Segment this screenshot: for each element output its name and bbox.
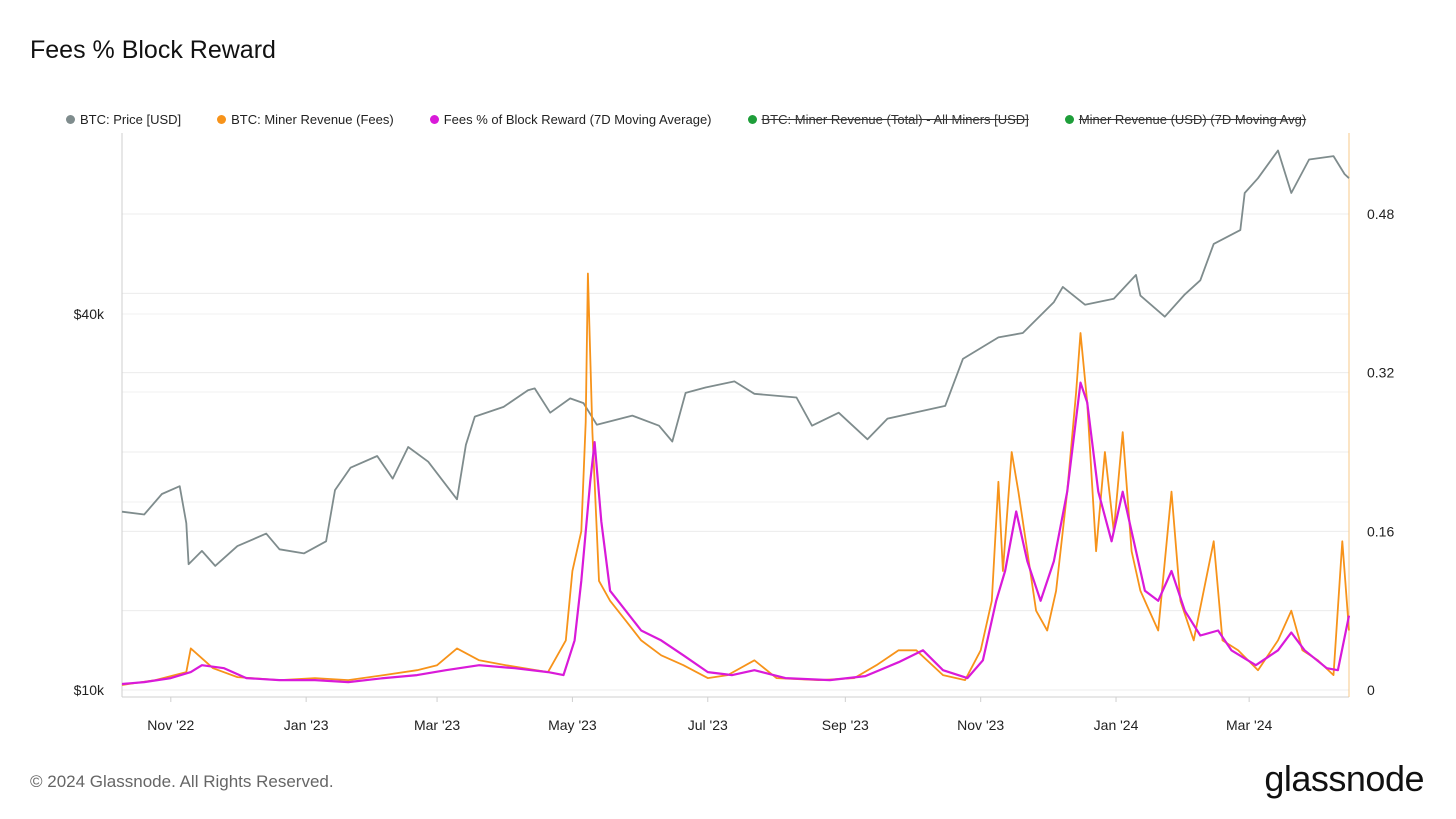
- legend-dot-icon: [217, 115, 227, 124]
- btc-price-line: [121, 149, 1350, 567]
- chart-title: Fees % Block Reward: [30, 36, 276, 64]
- y-left-tick-label: $10k: [74, 682, 105, 698]
- glassnode-logo: glassnode: [1264, 758, 1424, 799]
- legend: BTC: Price [USD] BTC: Miner Revenue (Fee…: [66, 112, 1342, 127]
- legend-label: BTC: Price [USD]: [80, 112, 182, 127]
- legend-item-miner-fees[interactable]: BTC: Miner Revenue (Fees): [217, 112, 394, 127]
- y-right-tick-label: 0: [1367, 682, 1375, 698]
- y-left-tick-label: $40k: [74, 306, 105, 322]
- legend-dot-icon: [1064, 115, 1074, 124]
- y-right-tick-label: 0.16: [1367, 523, 1394, 539]
- x-tick-label: Mar '23: [414, 717, 460, 733]
- legend-item-fees-pct[interactable]: Fees % of Block Reward (7D Moving Averag…: [429, 112, 712, 127]
- x-tick-label: May '23: [548, 717, 597, 733]
- copyright-footer: © 2024 Glassnode. All Rights Reserved.: [30, 772, 334, 791]
- legend-dot-icon: [429, 115, 439, 124]
- miner-fees-line: [121, 272, 1350, 686]
- x-tick-label: Nov '22: [147, 717, 194, 733]
- x-tick-label: Nov '23: [957, 717, 1004, 733]
- legend-dot-icon: [747, 115, 757, 124]
- legend-dot-icon: [66, 115, 75, 124]
- legend-item-miner-revenue-total[interactable]: BTC: Miner Revenue (Total) - All Miners …: [747, 112, 1029, 127]
- y-right-tick-label: 0.48: [1367, 206, 1394, 222]
- legend-item-btc-price[interactable]: BTC: Price [USD]: [66, 112, 181, 127]
- legend-label: BTC: Miner Revenue (Total) - All Miners …: [761, 112, 1029, 127]
- x-tick-label: Sep '23: [822, 717, 869, 733]
- legend-item-miner-revenue-7d[interactable]: Miner Revenue (USD) (7D Moving Avg): [1064, 112, 1307, 127]
- y-right-tick-label: 0.32: [1367, 365, 1394, 381]
- fees-pct-7d-line: [121, 381, 1351, 686]
- legend-label: BTC: Miner Revenue (Fees): [231, 112, 394, 127]
- x-tick-label: Jul '23: [688, 717, 728, 733]
- x-tick-label: Jan '24: [1094, 717, 1139, 733]
- legend-label: Miner Revenue (USD) (7D Moving Avg): [1078, 112, 1307, 127]
- x-tick-label: Mar '24: [1226, 717, 1272, 733]
- legend-label: Fees % of Block Reward (7D Moving Averag…: [443, 112, 712, 127]
- x-tick-label: Jan '23: [284, 717, 329, 733]
